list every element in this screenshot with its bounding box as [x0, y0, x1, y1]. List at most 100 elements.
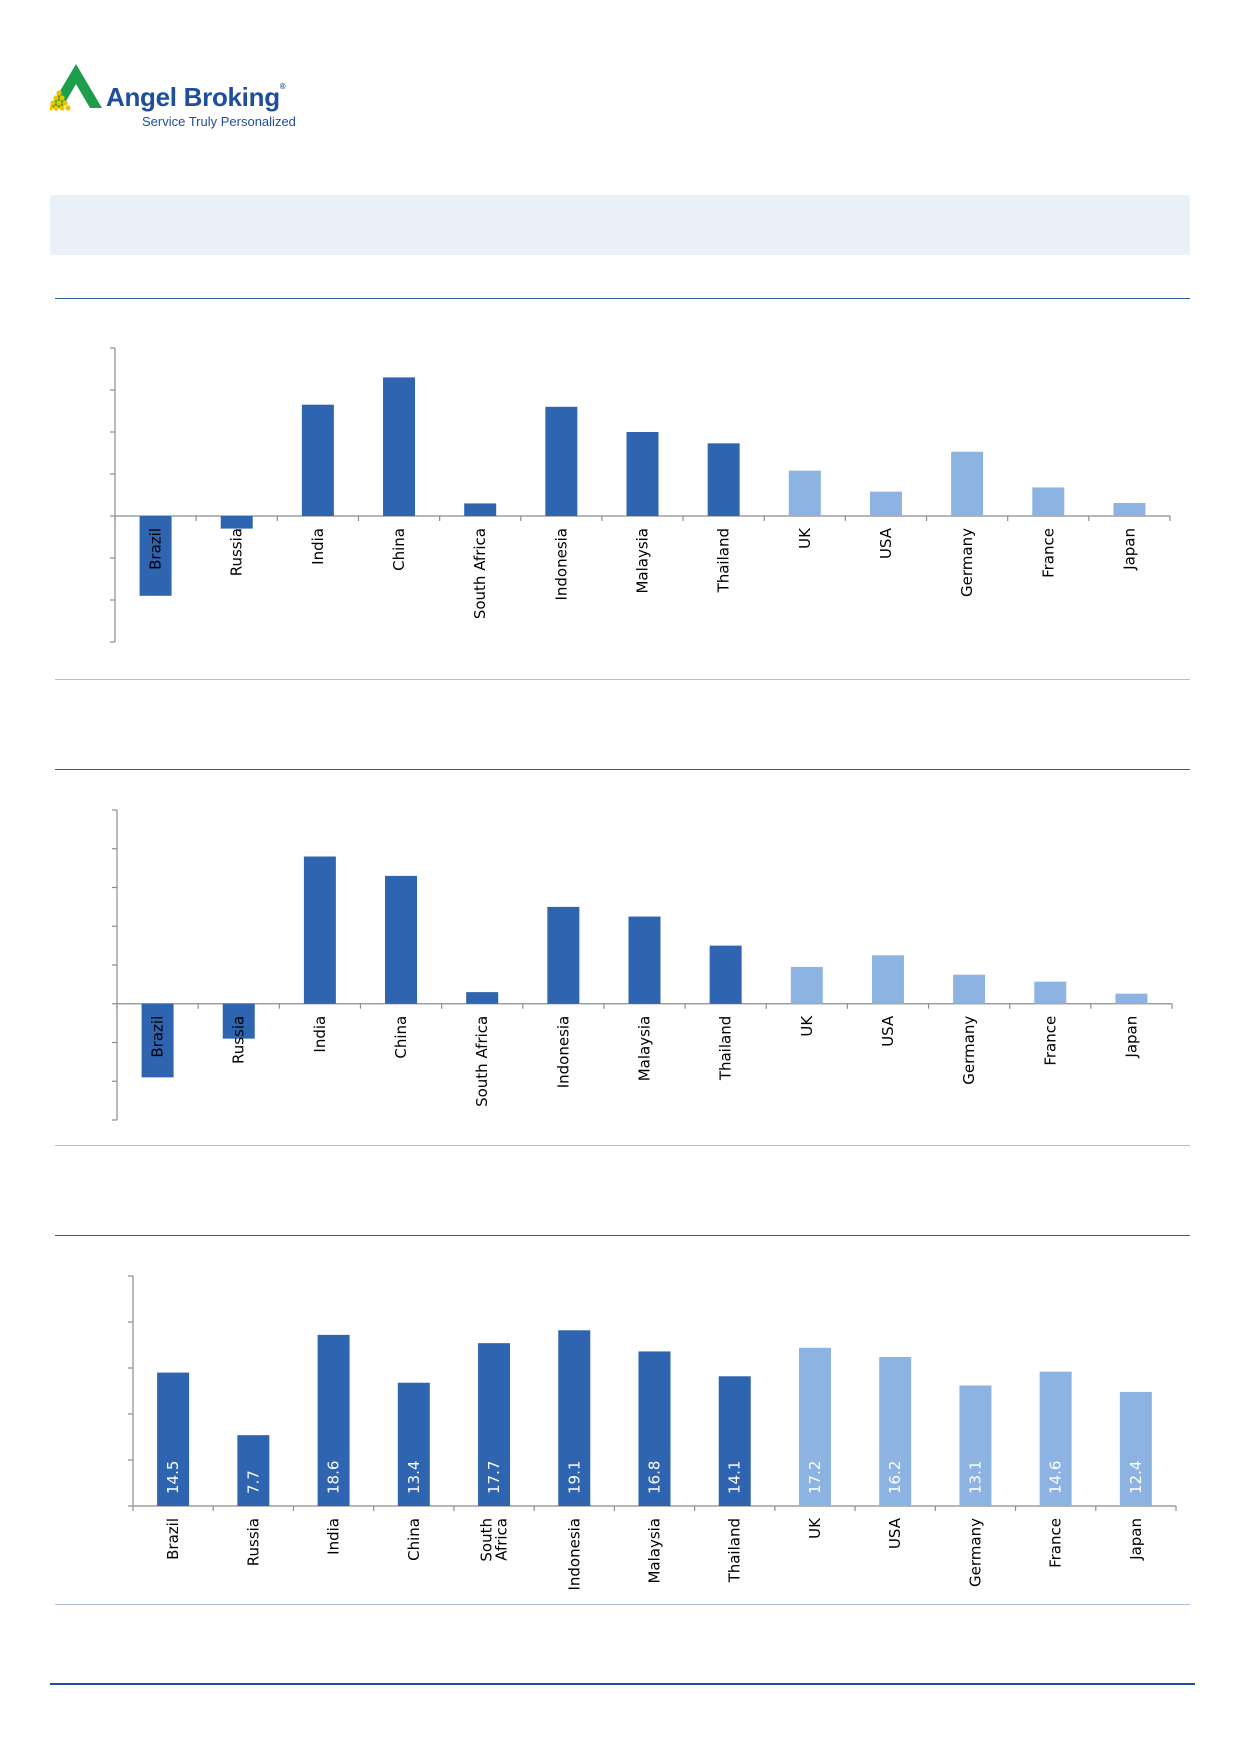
data-label: 13.1: [966, 1461, 984, 1494]
category-label: Malaysia: [636, 1016, 654, 1082]
bar-japan: [1113, 502, 1146, 516]
bar-malaysia: [638, 1351, 671, 1506]
category-label: Brazil: [147, 528, 165, 570]
category-label: Russia: [230, 1016, 248, 1064]
category-label: Japan: [1120, 528, 1138, 571]
category-label: Germany: [960, 1016, 978, 1085]
category-label: China: [390, 528, 408, 571]
category-label: Malaysia: [646, 1518, 664, 1584]
bar-malaysia: [628, 916, 661, 1004]
data-label: 13.4: [405, 1461, 423, 1494]
category-label: Africa: [493, 1518, 511, 1561]
footer-rule: [50, 1683, 1195, 1685]
category-label: Thailand: [726, 1518, 744, 1583]
chart2-svg: Brazil Russia India China South Africa Indone…: [112, 809, 1173, 1121]
category-label: Japan: [1122, 1016, 1140, 1059]
chart2-bottom-rule: [55, 1145, 1190, 1146]
header-band: [50, 195, 1190, 255]
bar-indonesia: [547, 906, 580, 1004]
brand-logo: Angel Broking® Service Truly Personalize…: [50, 60, 310, 140]
category-label: UK: [796, 527, 814, 549]
category-label: Japan: [1127, 1518, 1145, 1561]
chart1-svg: Brazil Russia India China South Africa Indone…: [110, 347, 1171, 643]
chart-3: Brazil 14.5 Russia 7.7 India 18.6 China 13.4 Sou…: [0, 1270, 1240, 1600]
chart1-top-rule: [55, 298, 1190, 299]
bar-india: [301, 404, 334, 516]
bar-germany: [953, 974, 986, 1004]
bar-france: [1032, 487, 1065, 516]
category-label: Indonesia: [554, 1016, 572, 1089]
bar-brazil: [141, 1003, 174, 1078]
category-label: France: [1039, 528, 1057, 578]
bar-japan: [1115, 993, 1148, 1004]
bar-malaysia: [626, 432, 659, 516]
bar-germany: [959, 1385, 992, 1506]
category-label: France: [1047, 1518, 1065, 1568]
category-label: Thailand: [717, 1016, 735, 1081]
category-label: India: [309, 528, 327, 565]
category-label: South Africa: [471, 528, 489, 619]
bar-indonesia: [558, 1330, 591, 1506]
bar-france: [1034, 981, 1067, 1004]
chart3-top-rule: [55, 1235, 1190, 1236]
category-label: South: [478, 1518, 496, 1562]
data-label: 16.8: [646, 1461, 664, 1494]
category-label: India: [325, 1518, 343, 1555]
category-label: Germany: [958, 528, 976, 597]
bar-china: [397, 1382, 430, 1506]
data-label: 12.4: [1127, 1461, 1145, 1494]
bar-uk: [798, 1347, 831, 1506]
category-label: Malaysia: [634, 528, 652, 594]
category-label: Indonesia: [565, 1518, 583, 1591]
brand-name: Angel Broking®: [106, 82, 286, 112]
data-label: 7.7: [244, 1470, 262, 1494]
bar-russia: [237, 1435, 270, 1506]
bar-thailand: [709, 945, 742, 1004]
category-label: Brazil: [149, 1016, 167, 1058]
category-label: South Africa: [473, 1016, 491, 1107]
category-label: Thailand: [715, 528, 733, 593]
chart2-top-rule: [55, 769, 1190, 770]
category-label: Germany: [966, 1518, 984, 1587]
bar-usa: [869, 491, 902, 516]
category-label: USA: [886, 1517, 904, 1549]
bar-china: [385, 875, 418, 1004]
data-label: 17.7: [485, 1461, 503, 1494]
data-label: 18.6: [325, 1461, 343, 1494]
chart3-bottom-rule: [55, 1604, 1190, 1605]
category-label: India: [311, 1016, 329, 1053]
category-label: Brazil: [164, 1518, 182, 1560]
data-label: 19.1: [565, 1461, 583, 1494]
bar-thailand: [707, 443, 740, 516]
category-label: Indonesia: [552, 528, 570, 601]
category-label: China: [405, 1518, 423, 1561]
bar-south-africa: [466, 992, 499, 1004]
bar-south-africa: [478, 1343, 511, 1506]
bar-japan: [1119, 1391, 1152, 1506]
category-label: UK: [798, 1015, 816, 1037]
bar-south-africa: [464, 503, 497, 516]
chart1-bottom-rule: [55, 679, 1190, 680]
bar-brazil: [157, 1372, 190, 1506]
bar-russia: [220, 516, 253, 529]
bar-france: [1039, 1371, 1072, 1506]
bar-uk: [788, 470, 821, 516]
bar-india: [317, 1334, 350, 1506]
category-label: France: [1041, 1016, 1059, 1066]
category-label: China: [392, 1016, 410, 1059]
data-label: 14.6: [1047, 1461, 1065, 1494]
chart3-svg: Brazil 14.5 Russia 7.7 India 18.6 China 13.4 Sou…: [128, 1275, 1177, 1591]
category-label: Russia: [228, 528, 246, 576]
bar-germany: [951, 451, 984, 516]
category-label: USA: [879, 1015, 897, 1047]
category-label: USA: [877, 527, 895, 559]
data-label: 17.2: [806, 1461, 824, 1494]
data-label: 14.1: [726, 1461, 744, 1494]
bar-uk: [790, 966, 823, 1004]
category-label: UK: [806, 1517, 824, 1539]
bar-brazil: [139, 516, 172, 596]
bar-usa: [871, 955, 904, 1004]
angel-logo-icon: [50, 64, 102, 111]
brand-tagline: Service Truly Personalized: [142, 114, 296, 129]
bar-usa: [879, 1356, 912, 1506]
